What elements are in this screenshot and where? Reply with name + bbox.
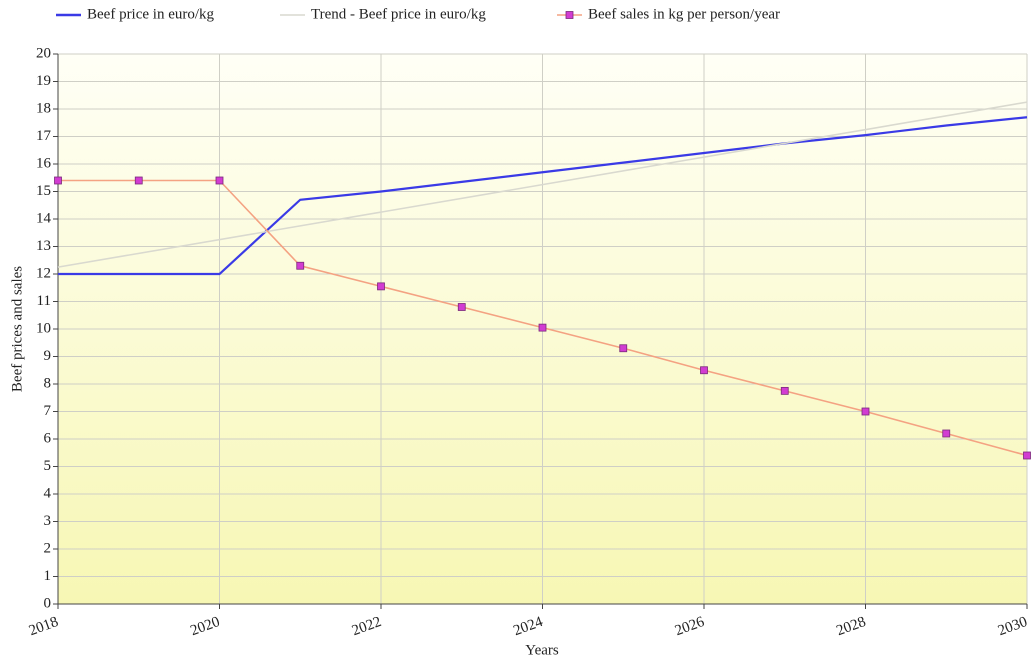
series-line — [57, 101, 1028, 268]
y-axis-title: Beef prices and sales — [9, 266, 25, 392]
legend-marker — [565, 11, 574, 19]
y-tick-label: 4 — [44, 485, 52, 501]
x-tick-label: 2022 — [350, 614, 384, 639]
x-tick-label: 2026 — [673, 614, 707, 639]
y-tick-label: 12 — [36, 265, 51, 281]
point-marker — [619, 344, 628, 353]
y-tick-label: 13 — [36, 238, 51, 254]
point-marker — [538, 323, 547, 332]
y-tick-label: 5 — [44, 458, 52, 474]
y-tick-label: 18 — [36, 100, 51, 116]
y-tick-label: 9 — [44, 348, 52, 364]
point-marker — [54, 176, 62, 185]
y-tick-label: 11 — [37, 293, 51, 309]
x-tick-label: 2018 — [27, 614, 61, 639]
y-tick-label: 2 — [44, 540, 52, 556]
x-tick-label: 2030 — [996, 614, 1030, 639]
point-marker — [861, 407, 870, 416]
point-marker — [942, 429, 951, 438]
y-tick-label: 19 — [36, 73, 51, 89]
y-tick-label: 0 — [44, 595, 52, 611]
legend-label: Beef price in euro/kg — [87, 6, 215, 22]
point-marker — [296, 261, 305, 270]
point-marker — [457, 303, 466, 311]
y-tick-label: 10 — [36, 320, 51, 336]
y-tick-label: 8 — [44, 375, 52, 391]
x-axis-title: Years — [525, 642, 559, 658]
x-tick-label: 2020 — [188, 614, 222, 639]
x-tick-label: 2028 — [834, 614, 868, 639]
y-tick-label: 17 — [36, 128, 52, 144]
point-marker — [134, 176, 143, 185]
y-tick-label: 7 — [44, 403, 52, 419]
legend-label: Beef sales in kg per person/year — [588, 6, 780, 22]
point-marker — [377, 282, 385, 291]
y-tick-label: 15 — [36, 183, 51, 199]
point-marker — [1023, 451, 1031, 460]
y-tick-label: 1 — [44, 568, 52, 584]
point-marker — [780, 386, 789, 395]
point-marker — [215, 176, 224, 185]
y-tick-label: 14 — [36, 210, 52, 226]
y-tick-label: 16 — [36, 155, 52, 171]
y-tick-label: 20 — [36, 45, 51, 61]
legend-label: Trend - Beef price in euro/kg — [311, 6, 486, 22]
y-tick-label: 6 — [44, 430, 52, 446]
series-line — [58, 116, 1028, 276]
point-marker — [700, 366, 708, 375]
x-tick-label: 2024 — [511, 614, 545, 639]
y-tick-label: 3 — [44, 513, 52, 529]
